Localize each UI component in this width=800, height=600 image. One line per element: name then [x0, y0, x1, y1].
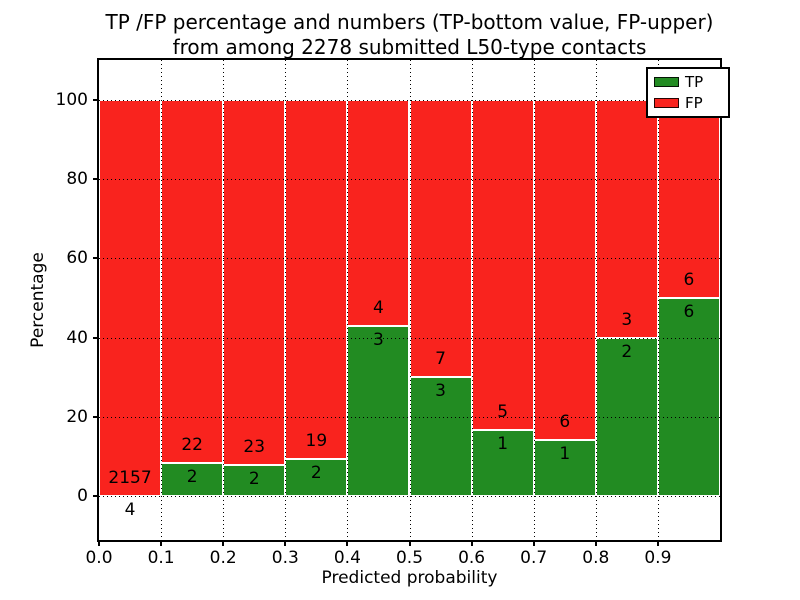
- fp-bar-segment: [657, 99, 720, 298]
- tp-bar-segment: [471, 430, 534, 497]
- y-tick-label: 40: [66, 327, 88, 348]
- legend-label-fp: FP: [685, 94, 703, 112]
- x-tick-label: 0.7: [520, 548, 548, 568]
- fp-count-label: 23: [243, 436, 266, 457]
- vertical-gridline: [285, 60, 287, 540]
- fp-count-label: 3: [621, 309, 633, 330]
- fp-bar-segment: [223, 99, 286, 465]
- x-tick-mark: [470, 542, 473, 546]
- tp-count-label: 3: [373, 330, 384, 351]
- tp-count-label: 3: [435, 381, 446, 402]
- legend-entry-fp: FP: [654, 95, 722, 111]
- plot-inner: 2157 4 22 2 23 2 19 2 4 3 7 3 5 1 6 1 3 2 6 6: [99, 60, 720, 540]
- fp-count-label: 7: [435, 349, 446, 370]
- fp-count-label: 2157: [108, 467, 152, 488]
- y-tick-mark: [93, 257, 97, 260]
- legend: TP FP: [646, 67, 730, 118]
- y-tick-label: 100: [55, 89, 88, 110]
- fp-bar-segment: [161, 99, 224, 464]
- y-tick-label: 80: [66, 169, 88, 189]
- fp-bar-segment: [285, 99, 348, 459]
- fp-color-swatch: [654, 98, 679, 108]
- fp-count-label: 22: [181, 435, 203, 456]
- fp-bar-segment: [347, 99, 410, 327]
- legend-entry-tp: TP: [654, 74, 722, 90]
- y-tick-mark: [93, 495, 97, 498]
- x-tick-label: 0.0: [85, 548, 113, 568]
- chart-title: TP /FP percentage and numbers (TP-bottom…: [99, 10, 720, 60]
- fp-bar-segment: [533, 99, 596, 440]
- fp-count-label: 6: [559, 411, 571, 432]
- fp-bar-segment: [409, 99, 472, 378]
- tp-bar-segment: [657, 298, 720, 497]
- y-tick-label: 20: [66, 407, 88, 428]
- legend-label-tp: TP: [685, 73, 704, 91]
- vertical-gridline: [595, 60, 597, 540]
- vertical-gridline: [409, 60, 411, 540]
- vertical-gridline: [161, 60, 163, 540]
- tp-count-label: 1: [497, 434, 509, 455]
- chart-title-line2: from among 2278 submitted L50-type conta…: [172, 35, 647, 59]
- x-tick-mark: [594, 542, 597, 546]
- x-tick-label: 0.5: [395, 548, 424, 568]
- tp-count-label: 1: [559, 443, 571, 464]
- tp-bar-segment: [533, 439, 596, 497]
- tp-count-label: 4: [124, 499, 136, 520]
- x-tick-mark: [222, 542, 225, 546]
- plot-area: 2157 4 22 2 23 2 19 2 4 3 7 3 5 1 6 1 3 2 6 6: [97, 58, 722, 542]
- tp-count-label: 2: [310, 462, 322, 483]
- y-tick-mark: [93, 178, 97, 180]
- y-tick-mark: [93, 98, 97, 101]
- x-tick-mark: [408, 542, 411, 546]
- fp-bar-segment: [99, 99, 162, 496]
- tp-count-label: 2: [621, 341, 633, 362]
- x-tick-label: 0.6: [458, 548, 486, 568]
- y-tick-mark: [93, 416, 97, 419]
- tp-color-swatch: [654, 77, 679, 87]
- x-tick-label: 0.8: [582, 548, 610, 568]
- fp-count-label: 6: [683, 270, 695, 291]
- x-tick-label: 0.1: [147, 548, 175, 568]
- fp-count-label: 19: [305, 430, 328, 451]
- fp-count-label: 4: [373, 298, 384, 319]
- x-tick-mark: [284, 542, 287, 546]
- x-tick-label: 0.2: [209, 548, 237, 568]
- x-tick-label: 0.4: [333, 548, 361, 568]
- x-tick-label: 0.9: [644, 548, 672, 568]
- vertical-gridline: [533, 60, 535, 540]
- y-tick-mark: [93, 336, 97, 339]
- tp-bar-segment: [161, 463, 224, 497]
- vertical-gridline: [347, 60, 349, 540]
- y-tick-label: 0: [77, 486, 88, 507]
- x-tick-mark: [532, 542, 535, 546]
- vertical-gridline: [471, 60, 473, 540]
- fp-bar-segment: [595, 99, 658, 338]
- y-axis-label: Percentage: [28, 252, 48, 348]
- tp-count-label: 2: [186, 467, 198, 488]
- x-tick-mark: [160, 542, 163, 546]
- tp-count-label: 2: [248, 468, 260, 489]
- chart-title-line1: TP /FP percentage and numbers (TP-bottom…: [105, 10, 714, 34]
- x-tick-mark: [656, 542, 659, 546]
- fp-bar-segment: [471, 99, 534, 431]
- y-tick-label: 60: [66, 248, 88, 269]
- tp-count-label: 6: [683, 302, 695, 323]
- x-tick-label: 0.3: [271, 548, 299, 568]
- x-tick-mark: [98, 542, 100, 546]
- x-axis-label: Predicted probability: [321, 568, 498, 588]
- fp-count-label: 5: [497, 402, 509, 423]
- vertical-gridline: [657, 60, 659, 540]
- tp-bar-segment: [409, 377, 472, 497]
- vertical-gridline: [223, 60, 225, 540]
- x-tick-mark: [346, 542, 349, 546]
